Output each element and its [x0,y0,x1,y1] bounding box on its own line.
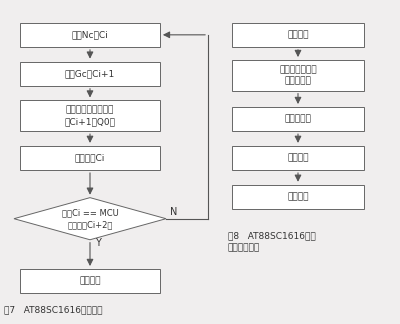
Text: 图8   AT88SC1616访问
用户分区流程: 图8 AT88SC1616访问 用户分区流程 [228,231,316,253]
FancyBboxPatch shape [20,100,160,131]
Polygon shape [14,198,166,240]
Text: 读出Nc和Ci: 读出Nc和Ci [72,30,108,39]
FancyBboxPatch shape [232,60,364,91]
Text: 读出数据: 读出数据 [287,192,309,201]
Text: N: N [170,207,177,217]
Text: 选择分区: 选择分区 [287,154,309,162]
Text: 计算Gc、Ci+1: 计算Gc、Ci+1 [65,69,115,78]
FancyBboxPatch shape [232,185,364,209]
Text: 发送校验和: 发送校验和 [284,115,312,123]
Text: 发送写入命令、
地址和数据: 发送写入命令、 地址和数据 [279,65,317,86]
FancyBboxPatch shape [232,146,364,170]
FancyBboxPatch shape [232,107,364,131]
Text: 认证成功: 认证成功 [79,277,101,285]
FancyBboxPatch shape [20,269,160,293]
FancyBboxPatch shape [232,23,364,47]
FancyBboxPatch shape [20,23,160,47]
FancyBboxPatch shape [20,62,160,86]
Text: 图7   AT88SC1616认证流程: 图7 AT88SC1616认证流程 [4,305,102,314]
Text: Y: Y [95,237,101,248]
Text: 选择分区: 选择分区 [287,30,309,39]
FancyBboxPatch shape [20,146,160,170]
Text: 发送认证命令和参数
（Ci+1、Q0）: 发送认证命令和参数 （Ci+1、Q0） [64,105,116,126]
Text: 读出新的Ci: 读出新的Ci [75,154,105,162]
Text: 新的Ci == MCU
计算出的Ci+2？: 新的Ci == MCU 计算出的Ci+2？ [62,208,118,229]
